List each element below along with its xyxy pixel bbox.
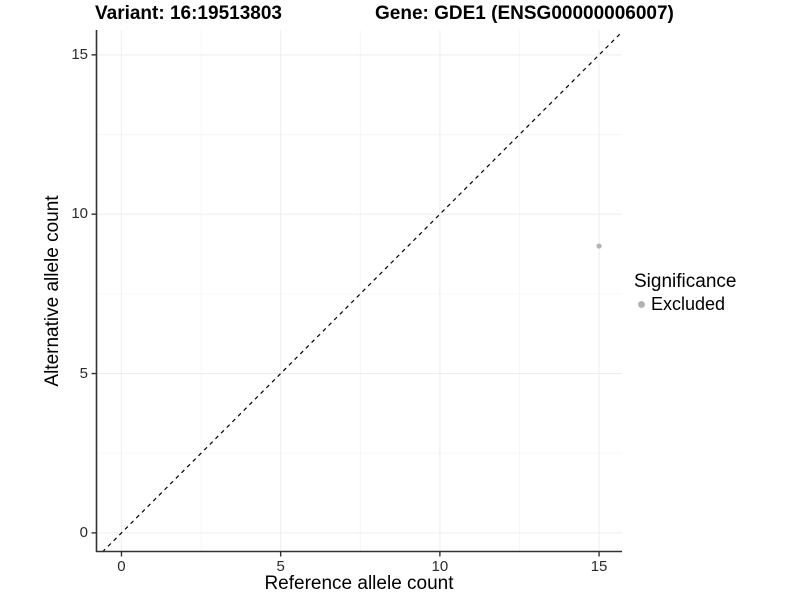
x-tick-label: 15: [590, 558, 608, 575]
y-tick-label: 15: [71, 45, 88, 63]
x-axis-title: Reference allele count: [264, 573, 454, 594]
x-tick-label: 10: [431, 558, 449, 575]
x-tick-label: 0: [117, 558, 126, 575]
legend-title: Significance: [634, 271, 737, 292]
legend: Significance Excluded: [634, 271, 736, 315]
y-tick-label: 5: [79, 364, 88, 382]
legend-item-excluded: Excluded: [638, 294, 736, 315]
x-tick-label: 5: [276, 558, 285, 575]
y-axis-title: Alternative allele count: [42, 195, 63, 387]
legend-point-icon: [638, 301, 645, 308]
plot-title-variant: Variant: 16:19513803: [95, 3, 282, 24]
y-tick-label: 10: [71, 205, 88, 223]
y-tick-label: 0: [79, 523, 88, 541]
panel-group: [91, 30, 623, 557]
plot-title-gene: Gene: GDE1 (ENSG00000006007): [375, 3, 674, 24]
identity-reference-line: [101, 31, 623, 553]
data-point: [596, 243, 602, 249]
legend-item-label: Excluded: [651, 294, 726, 314]
